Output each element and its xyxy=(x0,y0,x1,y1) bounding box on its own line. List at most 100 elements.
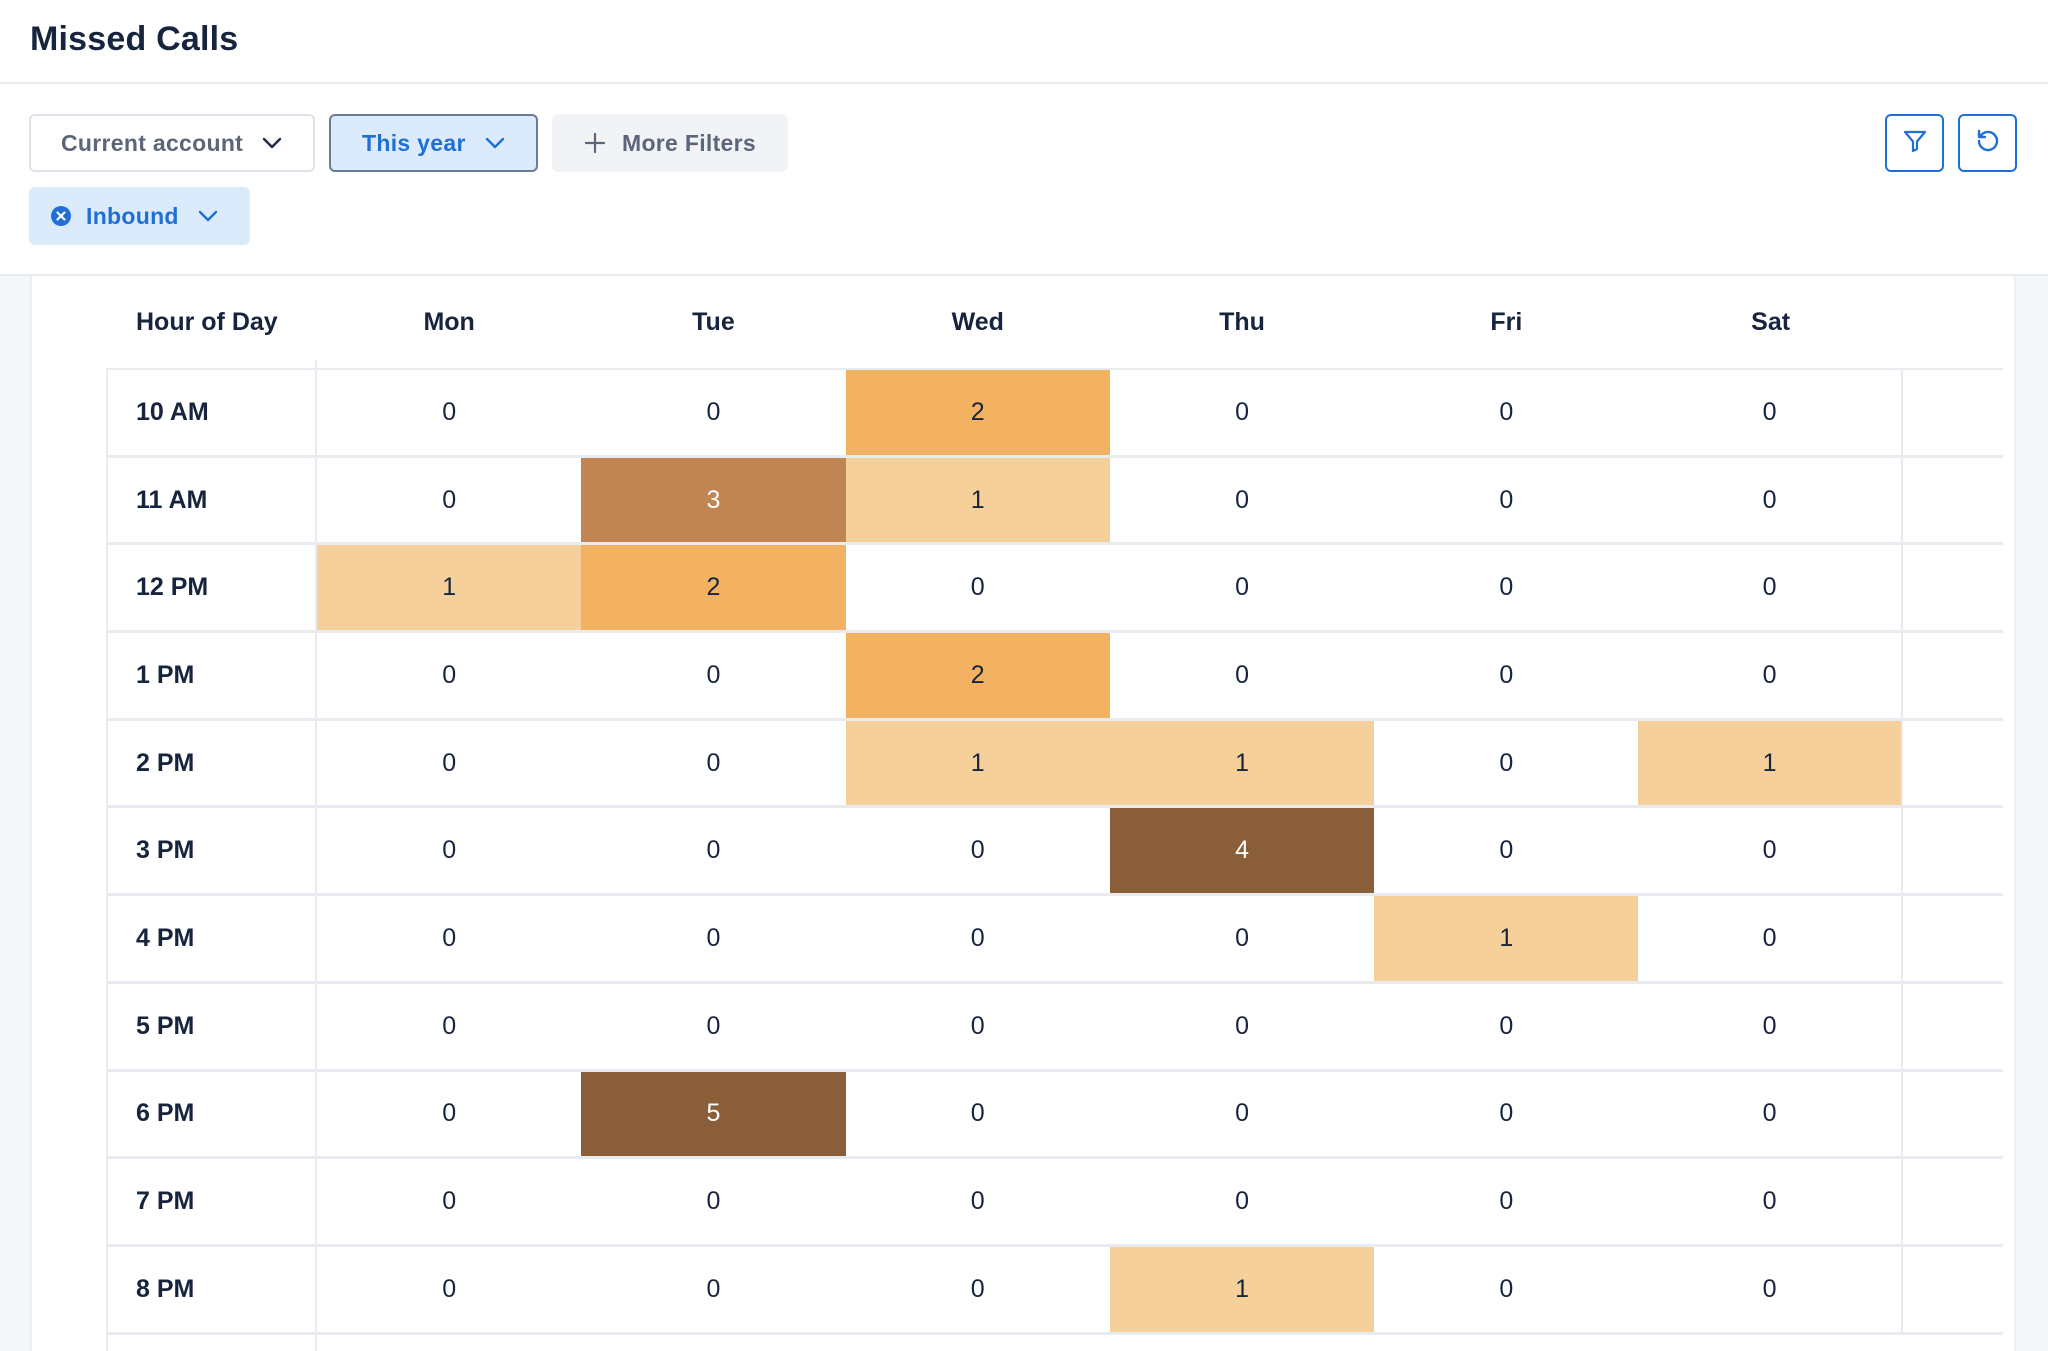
heatmap-row: 2 PM 0 0 1 1 0 1 xyxy=(106,720,2003,809)
heatmap-cell[interactable]: 0 xyxy=(1638,370,1903,455)
hour-label: 6 PM xyxy=(106,1071,317,1157)
heatmap-cell[interactable]: 0 xyxy=(1499,397,1514,426)
heatmap-cell[interactable]: 0 xyxy=(1235,1099,1249,1128)
hour-of-day-header: Hour of Day xyxy=(136,307,278,336)
heatmap-cell[interactable]: 0 xyxy=(1499,1011,1514,1040)
report-content: Hour of Day Mon Tue Wed Thu Fri Sat 10 AM 0 0 2 0… xyxy=(0,276,2048,1351)
close-circle-icon[interactable] xyxy=(50,205,72,227)
heatmap-cell[interactable]: 0 xyxy=(706,923,721,952)
heatmap-row: 1 PM 0 0 2 0 0 0 xyxy=(106,633,2003,721)
heatmap-cell[interactable]: 4 xyxy=(1109,808,1375,894)
heatmap-cell[interactable]: 0 xyxy=(442,660,457,689)
more-filters-button[interactable]: More Filters xyxy=(552,114,788,172)
heatmap-cell[interactable]: 2 xyxy=(581,545,846,631)
heatmap-cell[interactable]: 1 xyxy=(845,720,1110,806)
heatmap-cell[interactable]: 0 xyxy=(1499,1187,1514,1216)
heatmap-cell[interactable]: 0 xyxy=(1638,983,1903,1069)
heatmap-cell[interactable]: 0 xyxy=(706,397,721,426)
heatmap-cell[interactable]: 0 xyxy=(1499,573,1514,602)
heatmap-cell[interactable]: 0 xyxy=(1235,1011,1249,1040)
heatmap-cell[interactable]: 0 xyxy=(1235,485,1249,514)
heatmap-cell[interactable]: 0 xyxy=(1638,545,1903,631)
heatmap-cell[interactable]: 0 xyxy=(1235,397,1249,426)
heatmap-cell[interactable]: 0 xyxy=(1638,808,1903,894)
heatmap-cell[interactable]: 0 xyxy=(1499,1099,1514,1128)
heatmap-cell[interactable]: 1 xyxy=(1109,720,1375,806)
heatmap-cell[interactable]: 0 xyxy=(1499,748,1514,777)
heatmap-cell[interactable]: 0 xyxy=(1638,1159,1903,1244)
account-filter-label: Current account xyxy=(61,129,244,156)
heatmap-cell[interactable]: 0 xyxy=(442,836,457,865)
hour-label: 8 PM xyxy=(106,1246,317,1332)
heatmap-cell[interactable]: 0 xyxy=(1235,573,1249,602)
heatmap-cell[interactable]: 0 xyxy=(1638,1071,1903,1157)
heatmap-cell[interactable]: 0 xyxy=(706,748,721,777)
hour-label: 10 AM xyxy=(106,370,317,455)
chevron-down-icon xyxy=(261,136,283,150)
heatmap-cell[interactable]: 0 xyxy=(1638,1246,1903,1332)
direction-filter-chip[interactable]: Inbound xyxy=(29,187,250,245)
heatmap-cell[interactable]: 0 xyxy=(706,660,721,689)
plus-icon xyxy=(584,132,606,154)
heatmap-cell[interactable]: 0 xyxy=(1235,1187,1249,1216)
heatmap-cell[interactable]: 0 xyxy=(1499,836,1514,865)
heatmap-cell[interactable]: 0 xyxy=(1499,1274,1514,1303)
heatmap-cell[interactable]: 0 xyxy=(442,748,457,777)
more-filters-label: More Filters xyxy=(622,129,756,156)
heatmap-cell[interactable]: 5 xyxy=(581,1071,846,1157)
period-filter-dropdown[interactable]: This year xyxy=(329,114,538,172)
heatmap-cell[interactable]: 0 xyxy=(1499,485,1514,514)
heatmap-cell[interactable]: 0 xyxy=(706,836,721,865)
heatmap-cell[interactable]: 0 xyxy=(1499,660,1514,689)
hour-label: 3 PM xyxy=(106,808,317,894)
heatmap-cell[interactable]: 0 xyxy=(1638,633,1903,718)
heatmap-cell[interactable]: 0 xyxy=(442,1011,457,1040)
heatmap-cell[interactable]: 2 xyxy=(845,370,1110,455)
heatmap-cell[interactable]: 0 xyxy=(970,923,985,952)
heatmap-cell[interactable]: 1 xyxy=(317,545,582,631)
heatmap-cell[interactable]: 1 xyxy=(1109,1246,1375,1332)
heatmap-cell[interactable]: 0 xyxy=(1235,923,1249,952)
heatmap-cell[interactable]: 0 xyxy=(970,836,985,865)
heatmap-cell[interactable]: 0 xyxy=(970,1274,985,1303)
day-header-thu: Thu xyxy=(1219,307,1265,336)
heatmap-cell[interactable]: 0 xyxy=(970,573,985,602)
heatmap-row: 8 PM 0 0 0 1 0 0 xyxy=(106,1246,2003,1335)
hour-label-partial xyxy=(106,1334,317,1351)
heatmap-cell[interactable]: 1 xyxy=(1638,720,1903,806)
heatmap-cell[interactable]: 0 xyxy=(706,1274,721,1303)
filter-icon xyxy=(1902,128,1928,159)
heatmap-cell[interactable]: 0 xyxy=(1638,457,1903,543)
filter-button[interactable] xyxy=(1885,114,1944,172)
hour-label: 11 AM xyxy=(106,457,317,543)
heatmap-cell[interactable]: 0 xyxy=(442,485,457,514)
hour-label: 7 PM xyxy=(106,1159,317,1244)
refresh-icon xyxy=(1974,127,2002,160)
heatmap-cell[interactable]: 0 xyxy=(442,1187,457,1216)
heatmap-cell[interactable]: 1 xyxy=(1374,896,1639,981)
heatmap-cell[interactable]: 0 xyxy=(442,397,457,426)
heatmap-cell[interactable]: 0 xyxy=(442,923,457,952)
page-title: Missed Calls xyxy=(30,20,239,58)
reset-button[interactable] xyxy=(1958,114,2017,172)
heatmap-cell[interactable]: 0 xyxy=(970,1099,985,1128)
heatmap-cell[interactable]: 3 xyxy=(581,457,846,543)
heatmap-cell[interactable]: 0 xyxy=(442,1099,457,1128)
heatmap-cell[interactable]: 0 xyxy=(970,1187,985,1216)
heatmap-row: 5 PM 0 0 0 0 0 0 xyxy=(106,983,2003,1072)
heatmap-cell[interactable]: 0 xyxy=(442,1274,457,1303)
heatmap-cell[interactable]: 0 xyxy=(970,1011,985,1040)
heatmap-cell[interactable]: 0 xyxy=(1235,660,1249,689)
heatmap-cell[interactable]: 2 xyxy=(845,633,1110,718)
chevron-down-icon xyxy=(197,209,219,223)
account-filter-dropdown[interactable]: Current account xyxy=(29,114,315,172)
hour-label: 5 PM xyxy=(106,983,317,1069)
heatmap-cell[interactable]: 1 xyxy=(845,457,1110,543)
heatmap-cell[interactable]: 0 xyxy=(1638,896,1903,981)
filter-bar: Current account This year More Filters xyxy=(0,84,2048,276)
heatmap-cell[interactable]: 0 xyxy=(706,1187,721,1216)
period-filter-label: This year xyxy=(362,129,466,156)
heatmap-row: 4 PM 0 0 0 0 1 0 xyxy=(106,896,2003,984)
heatmap-cell[interactable]: 0 xyxy=(706,1011,721,1040)
